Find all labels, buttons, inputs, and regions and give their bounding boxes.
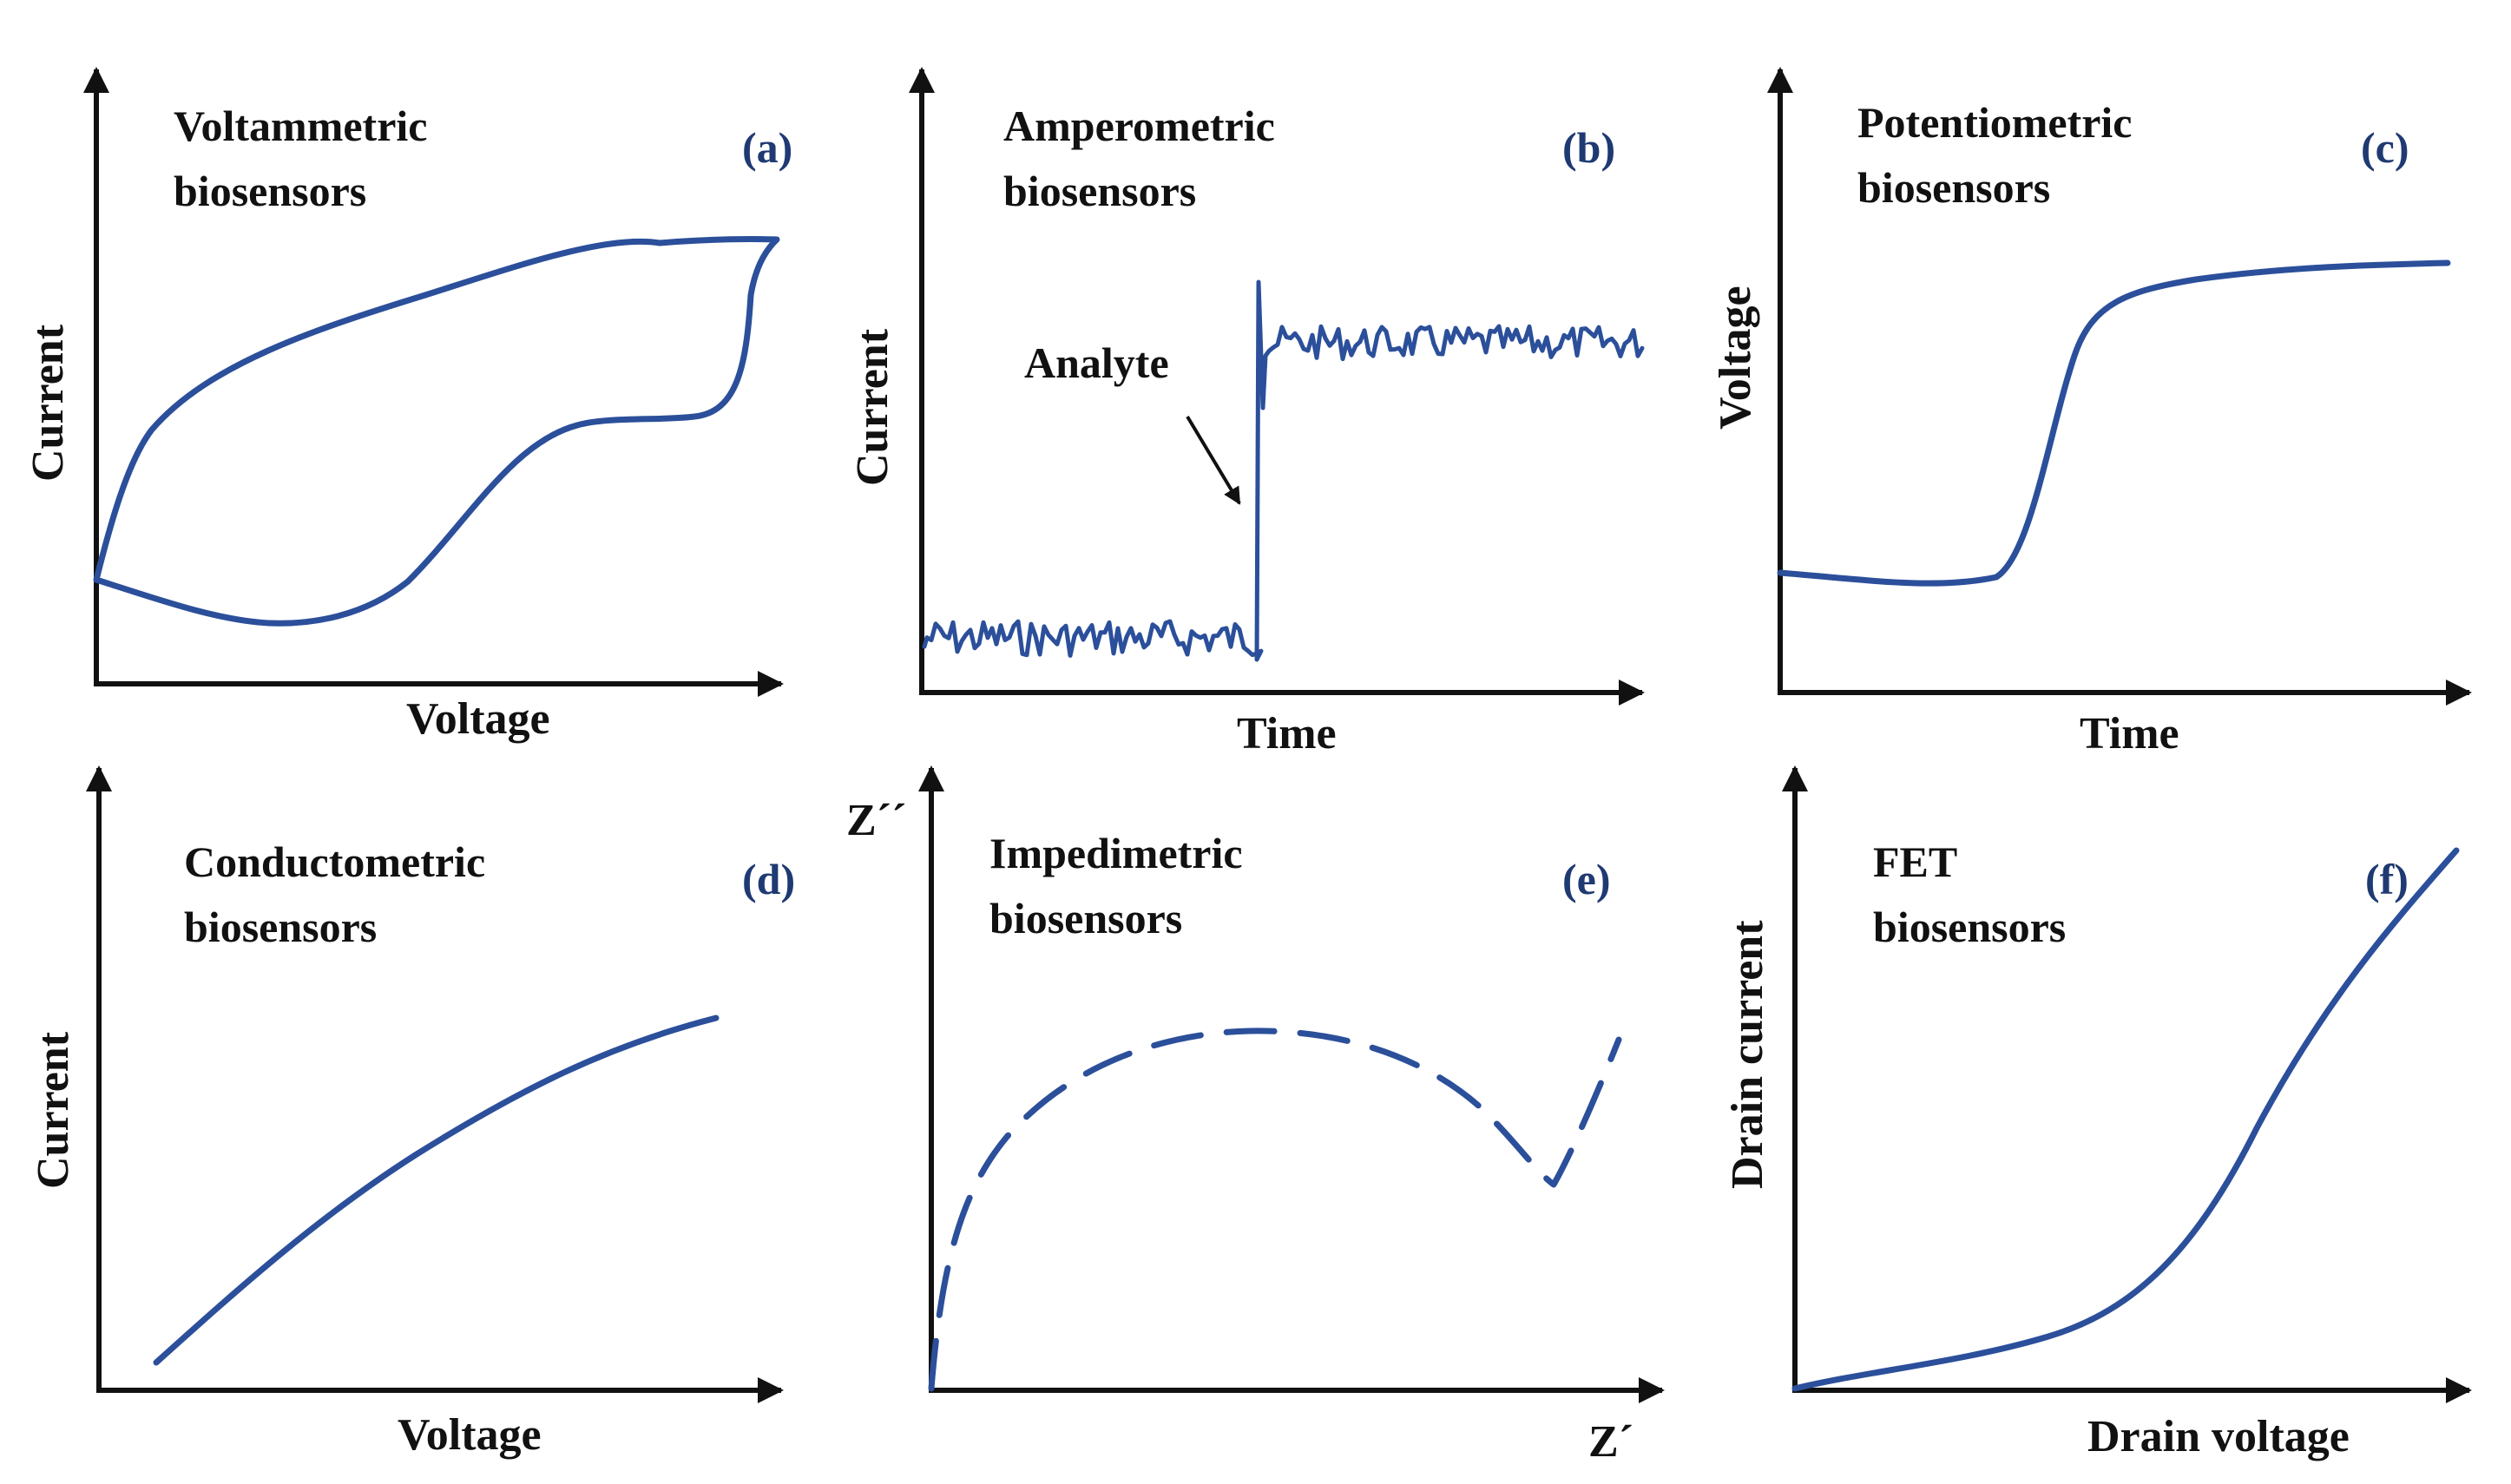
- panel-c: Potentiometric biosensors (c) Time Volta…: [1711, 67, 2472, 758]
- panel-b-letter: (b): [1562, 123, 1615, 172]
- panel-c-letter: (c): [2361, 123, 2409, 172]
- panel-f: FET biosensors (f) Drain voltage Drain c…: [1723, 765, 2472, 1461]
- panel-f-letter: (f): [2365, 855, 2409, 903]
- panel-a-cv-loop: [93, 235, 780, 627]
- panel-b-x-label: Time: [1237, 709, 1337, 758]
- panel-d-y-label: Current: [29, 1031, 78, 1189]
- panel-a: Voltammetric biosensors (a) Voltage Curr…: [23, 67, 792, 744]
- panel-a-letter: (a): [742, 123, 792, 172]
- panel-f-transfer-curve: [1791, 847, 2460, 1392]
- panel-d-x-label: Voltage: [398, 1410, 542, 1460]
- panel-e-letter: (e): [1562, 855, 1611, 903]
- panel-a-x-label: Voltage: [406, 694, 550, 744]
- panel-c-voltage-curve: [1777, 259, 2451, 587]
- panel-f-y-label: Drain current: [1723, 920, 1772, 1189]
- panel-d-letter: (d): [742, 855, 795, 903]
- panel-f-title-line1: FET: [1873, 837, 1957, 886]
- panel-e-nyquist-plot: [928, 1028, 1622, 1392]
- panel-a-y-label: Current: [23, 324, 73, 482]
- panel-c-title-line1: Potentiometric: [1857, 98, 2133, 147]
- panel-a-title-line2: biosensors: [174, 167, 366, 215]
- panel-c-y-label: Voltage: [1711, 286, 1760, 430]
- panel-c-x-label: Time: [2080, 709, 2179, 758]
- panel-f-x-label: Drain voltage: [2087, 1412, 2350, 1461]
- panel-b-annotation: Analyte: [1024, 338, 1169, 387]
- panel-e: Impedimetric biosensors (e) Z´ Z´´: [846, 765, 1665, 1467]
- panel-e-y-label: Z´´: [846, 796, 906, 845]
- panel-e-title-line1: Impedimetric: [989, 829, 1243, 877]
- panel-b-title-line2: biosensors: [1003, 167, 1196, 215]
- panel-f-title-line2: biosensors: [1873, 903, 2066, 951]
- panel-d-title-line1: Conductometric: [184, 837, 485, 886]
- panel-a-title-line1: Voltammetric: [174, 102, 427, 150]
- panel-d-current-curve: [153, 1015, 720, 1366]
- panel-b-y-label: Current: [848, 328, 897, 486]
- panel-b-analyte-arrow: [1186, 415, 1241, 505]
- panel-b-current-trace: [922, 279, 1645, 662]
- panel-d-title-line2: biosensors: [184, 903, 377, 951]
- panel-e-x-label: Z´: [1588, 1417, 1633, 1467]
- panel-c-title-line2: biosensors: [1857, 163, 2050, 212]
- panel-b-title-line1: Amperometric: [1003, 102, 1275, 150]
- panel-b: Amperometric biosensors (b) Analyte Time…: [848, 67, 1645, 758]
- panel-d: Conductometric biosensors (d) Voltage Cu…: [29, 765, 795, 1460]
- panel-e-title-line2: biosensors: [989, 894, 1182, 942]
